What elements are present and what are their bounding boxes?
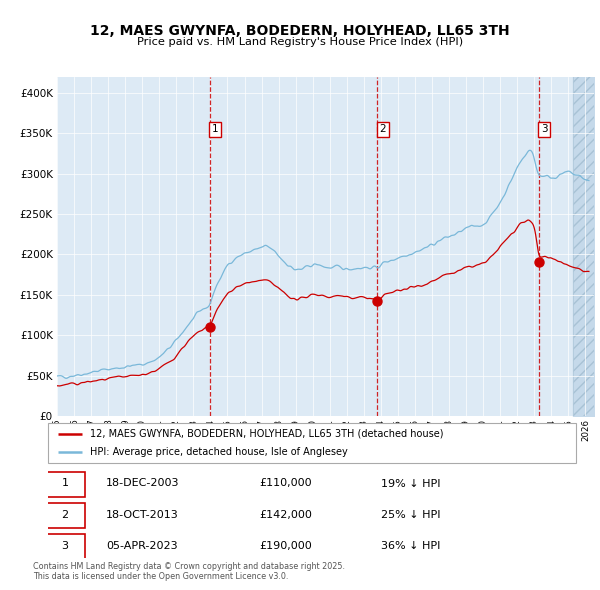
Text: 1: 1: [212, 124, 218, 134]
Text: 25% ↓ HPI: 25% ↓ HPI: [380, 510, 440, 520]
Text: £142,000: £142,000: [259, 510, 312, 520]
FancyBboxPatch shape: [48, 423, 576, 463]
Text: 19% ↓ HPI: 19% ↓ HPI: [380, 478, 440, 489]
Text: 1: 1: [61, 478, 68, 489]
Text: 05-APR-2023: 05-APR-2023: [106, 540, 178, 550]
Text: Price paid vs. HM Land Registry's House Price Index (HPI): Price paid vs. HM Land Registry's House …: [137, 37, 463, 47]
Text: £110,000: £110,000: [259, 478, 312, 489]
FancyBboxPatch shape: [46, 503, 85, 528]
Text: £190,000: £190,000: [259, 540, 312, 550]
Text: 2: 2: [61, 510, 68, 520]
Text: 3: 3: [61, 540, 68, 550]
FancyBboxPatch shape: [46, 471, 85, 497]
Text: 36% ↓ HPI: 36% ↓ HPI: [380, 540, 440, 550]
Text: 18-DEC-2003: 18-DEC-2003: [106, 478, 179, 489]
Text: 2: 2: [379, 124, 386, 134]
Text: 12, MAES GWYNFA, BODEDERN, HOLYHEAD, LL65 3TH: 12, MAES GWYNFA, BODEDERN, HOLYHEAD, LL6…: [90, 24, 510, 38]
Text: 3: 3: [541, 124, 547, 134]
Text: 12, MAES GWYNFA, BODEDERN, HOLYHEAD, LL65 3TH (detached house): 12, MAES GWYNFA, BODEDERN, HOLYHEAD, LL6…: [90, 429, 444, 439]
Text: 18-OCT-2013: 18-OCT-2013: [106, 510, 179, 520]
Text: Contains HM Land Registry data © Crown copyright and database right 2025.
This d: Contains HM Land Registry data © Crown c…: [33, 562, 345, 581]
Text: HPI: Average price, detached house, Isle of Anglesey: HPI: Average price, detached house, Isle…: [90, 447, 348, 457]
FancyBboxPatch shape: [46, 534, 85, 559]
